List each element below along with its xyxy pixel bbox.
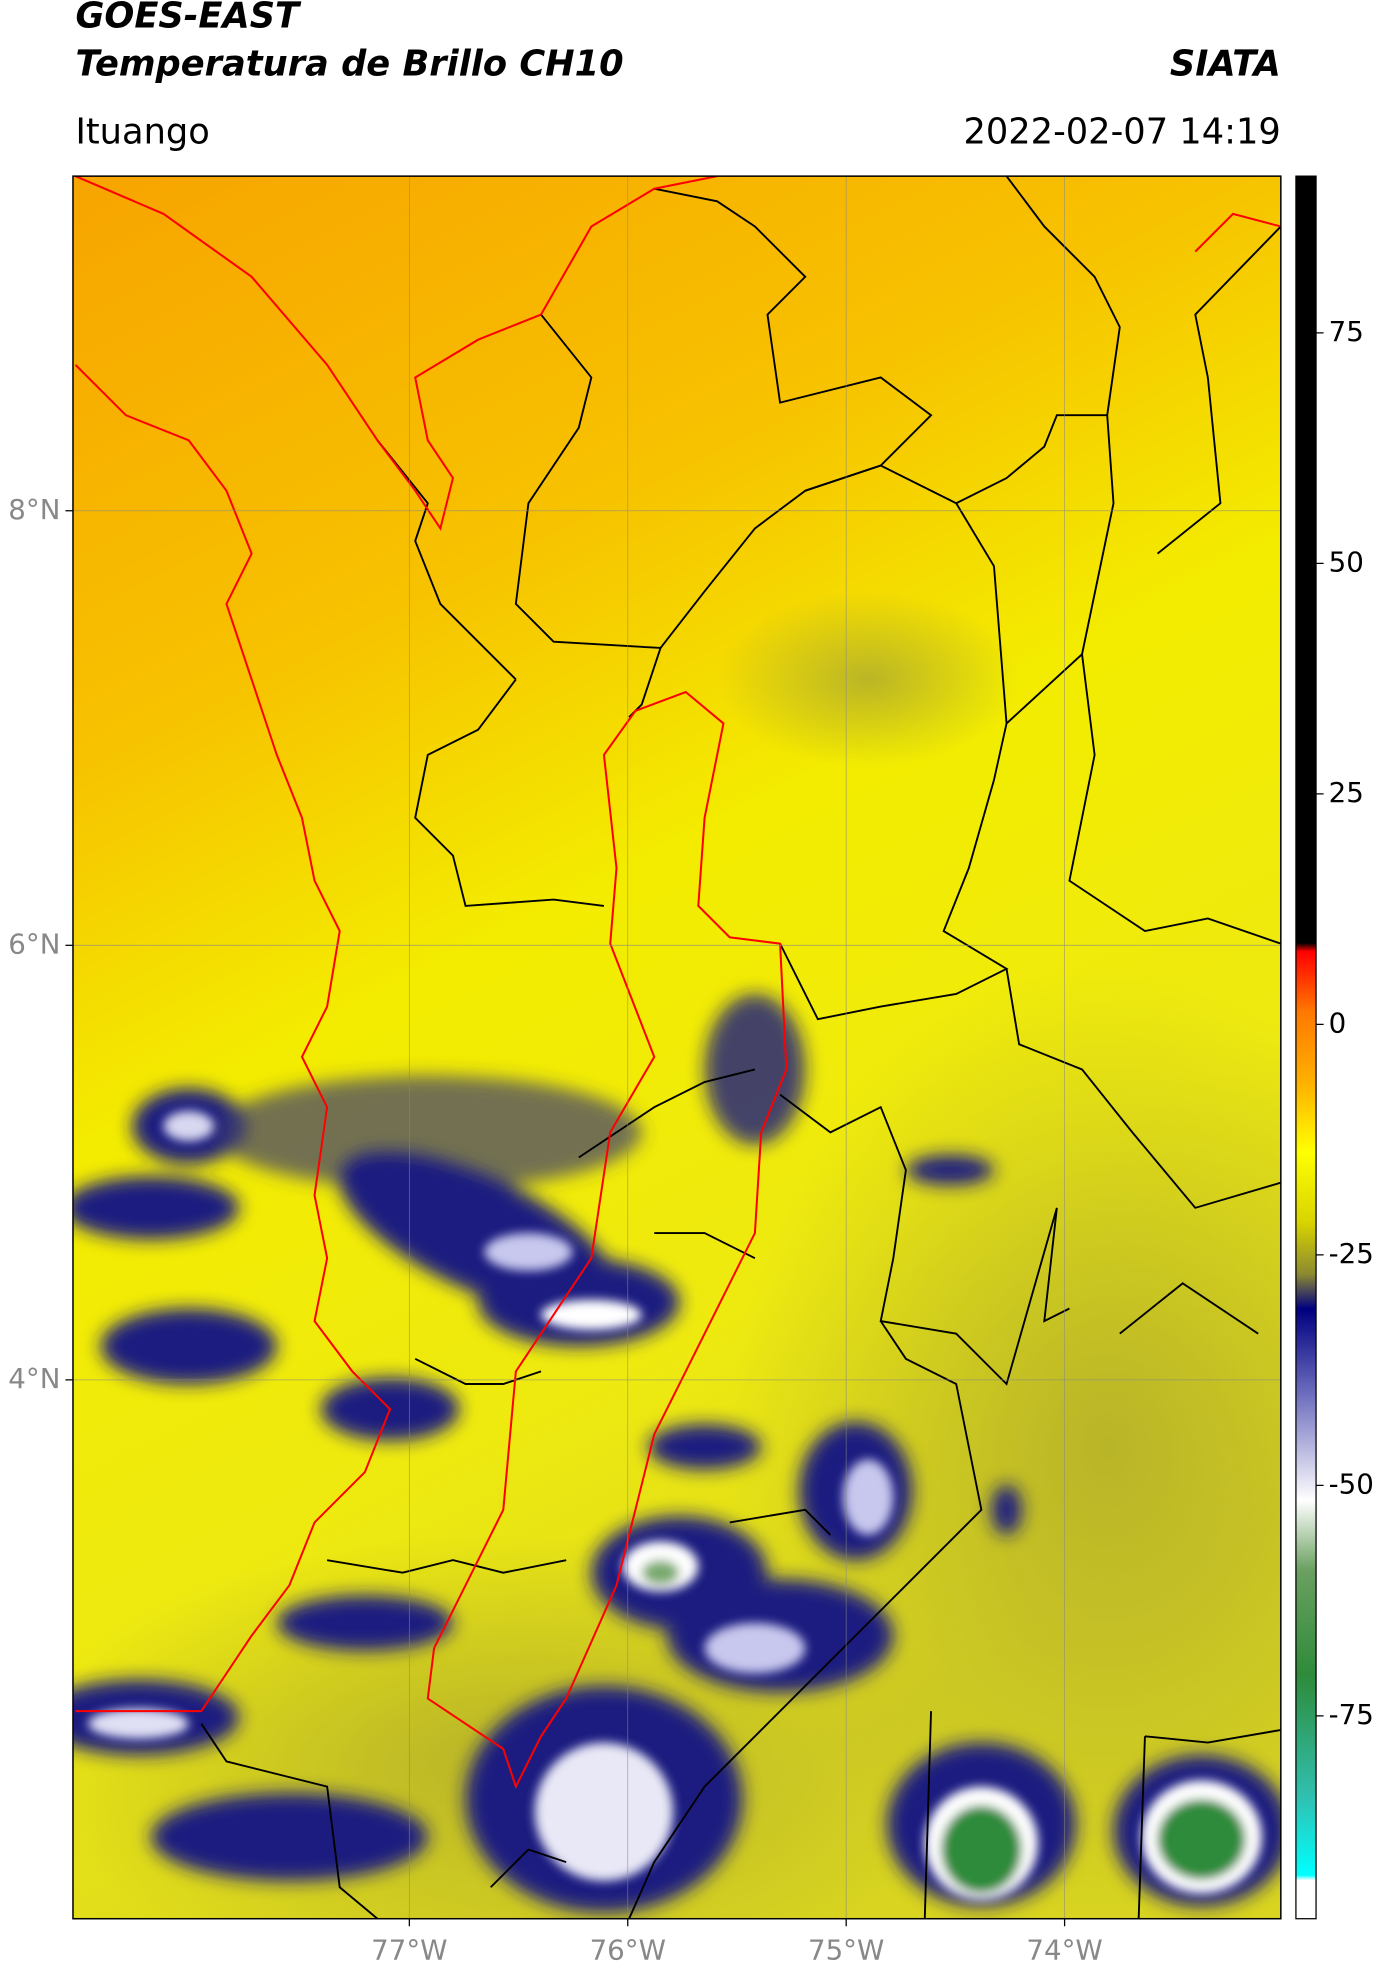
colorbar (1295, 175, 1317, 1920)
y-tick-label: 8°N (8, 493, 60, 526)
x-tick-label: 77°W (371, 1933, 447, 1966)
colorbar-tick-label: 75 (1329, 315, 1364, 348)
clouds (72, 993, 1281, 1913)
source: SIATA (1170, 43, 1281, 84)
y-tick-label: 4°N (8, 1362, 60, 1395)
colorbar-tick-label: 50 (1329, 545, 1364, 578)
title: GOES-EAST (75, 0, 302, 37)
x-tick-label: 75°W (808, 1933, 884, 1966)
cloud-cores (88, 1110, 1262, 1900)
map-frame (72, 175, 1282, 1920)
x-tick-label: 76°W (590, 1933, 666, 1966)
subtitle: Temperatura de Brillo CH10 (75, 43, 623, 84)
y-tick-label: 6°N (8, 927, 60, 960)
grid (72, 176, 1281, 1919)
datetime: 2022-02-07 14:19 (963, 111, 1280, 152)
map (72, 176, 1281, 1919)
colorbar-tick-label: 0 (1329, 1006, 1347, 1039)
admin-borders (200, 176, 1281, 1919)
coastline-and-basin (74, 176, 1281, 1790)
colorbar-tick-label: -75 (1329, 1698, 1374, 1731)
colorbar-tick-label: -25 (1329, 1237, 1374, 1270)
colorbar-tick-label: -50 (1329, 1467, 1374, 1500)
x-tick-label: 74°W (1026, 1933, 1102, 1966)
location: Ituango (75, 111, 209, 152)
colorbar-tick-label: 25 (1329, 776, 1364, 809)
olive-field (717, 591, 1020, 768)
